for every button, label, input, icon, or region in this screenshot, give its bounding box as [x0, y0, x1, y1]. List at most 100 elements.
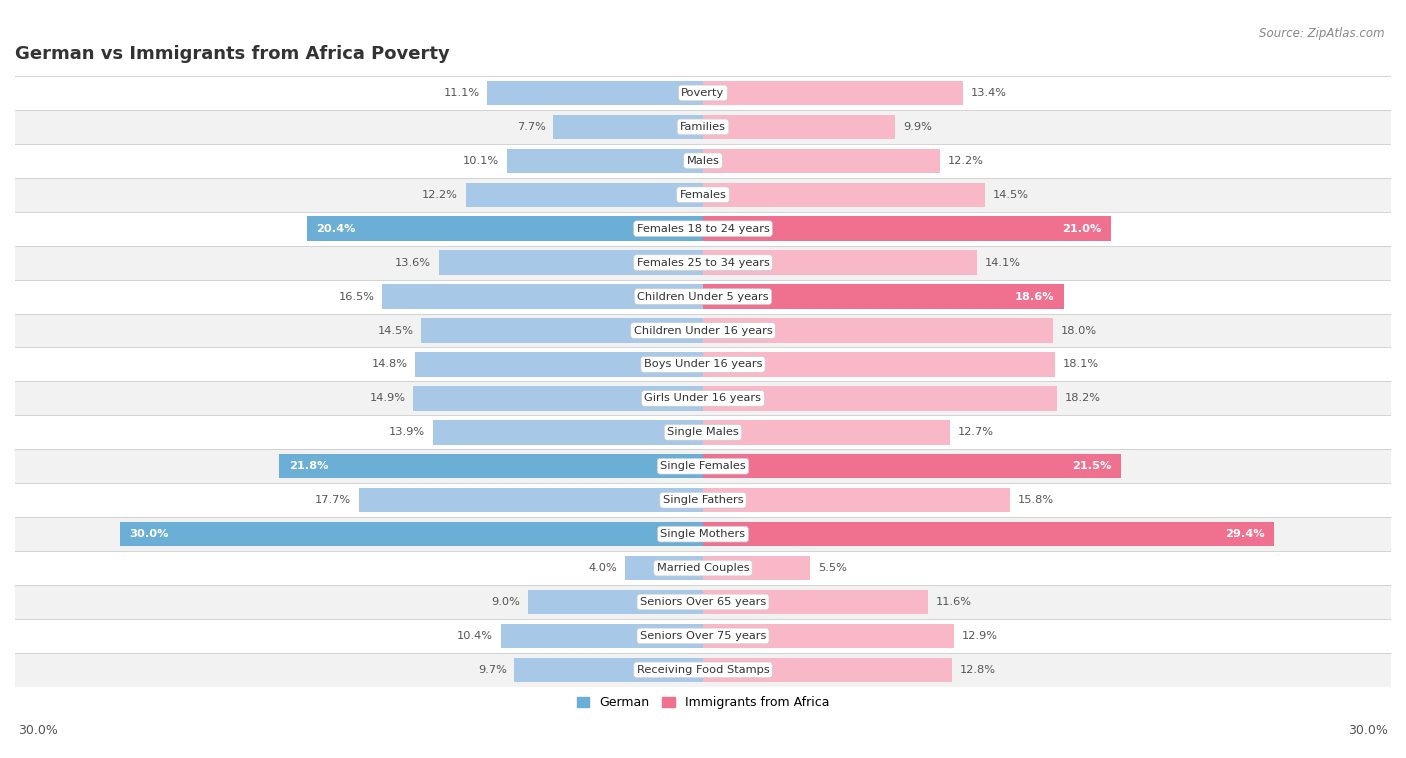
Bar	[703, 590, 928, 614]
Text: 21.5%: 21.5%	[1071, 462, 1111, 471]
Text: 14.9%: 14.9%	[370, 393, 406, 403]
Bar	[15, 653, 1391, 687]
Text: 18.2%: 18.2%	[1064, 393, 1101, 403]
Bar	[15, 144, 1391, 178]
Bar	[703, 522, 1274, 547]
Bar	[15, 449, 1391, 483]
Text: Females 18 to 24 years: Females 18 to 24 years	[637, 224, 769, 233]
Text: Boys Under 16 years: Boys Under 16 years	[644, 359, 762, 369]
Bar	[703, 488, 1010, 512]
Bar	[15, 246, 1391, 280]
Text: Males: Males	[686, 156, 720, 166]
Text: 18.1%: 18.1%	[1063, 359, 1098, 369]
Bar	[15, 347, 1391, 381]
Text: Seniors Over 65 years: Seniors Over 65 years	[640, 597, 766, 607]
Text: Females 25 to 34 years: Females 25 to 34 years	[637, 258, 769, 268]
Bar	[439, 250, 703, 275]
Bar	[703, 386, 1057, 411]
Bar	[359, 488, 703, 512]
Text: 13.9%: 13.9%	[389, 428, 425, 437]
Bar	[703, 352, 1054, 377]
Bar	[488, 81, 703, 105]
Bar	[422, 318, 703, 343]
Text: 30.0%: 30.0%	[1348, 724, 1388, 737]
Bar	[703, 658, 952, 682]
Text: Females: Females	[679, 190, 727, 200]
Bar	[465, 183, 703, 207]
Bar	[506, 149, 703, 173]
Bar	[703, 217, 1111, 241]
Bar	[120, 522, 703, 547]
Text: 9.0%: 9.0%	[492, 597, 520, 607]
Text: 18.6%: 18.6%	[1015, 292, 1054, 302]
Bar	[15, 110, 1391, 144]
Text: Receiving Food Stamps: Receiving Food Stamps	[637, 665, 769, 675]
Text: 10.4%: 10.4%	[457, 631, 494, 641]
Bar	[280, 454, 703, 478]
Text: 14.5%: 14.5%	[377, 325, 413, 336]
Bar	[515, 658, 703, 682]
Text: 7.7%: 7.7%	[516, 122, 546, 132]
Text: 9.7%: 9.7%	[478, 665, 506, 675]
Bar	[15, 314, 1391, 347]
Text: 9.9%: 9.9%	[903, 122, 932, 132]
Text: 11.1%: 11.1%	[443, 88, 479, 98]
Bar	[413, 386, 703, 411]
Text: Poverty: Poverty	[682, 88, 724, 98]
Text: 14.5%: 14.5%	[993, 190, 1029, 200]
Bar	[15, 483, 1391, 517]
Text: Girls Under 16 years: Girls Under 16 years	[644, 393, 762, 403]
Bar	[15, 585, 1391, 619]
Bar	[703, 183, 984, 207]
Text: 12.2%: 12.2%	[948, 156, 984, 166]
Text: 15.8%: 15.8%	[1018, 495, 1054, 505]
Text: 12.9%: 12.9%	[962, 631, 997, 641]
Text: Single Mothers: Single Mothers	[661, 529, 745, 539]
Text: 10.1%: 10.1%	[463, 156, 499, 166]
Text: 29.4%: 29.4%	[1225, 529, 1264, 539]
Text: Single Females: Single Females	[661, 462, 745, 471]
Bar	[15, 619, 1391, 653]
Text: 30.0%: 30.0%	[18, 724, 58, 737]
Text: Children Under 5 years: Children Under 5 years	[637, 292, 769, 302]
Text: German vs Immigrants from Africa Poverty: German vs Immigrants from Africa Poverty	[15, 45, 450, 64]
Text: 12.2%: 12.2%	[422, 190, 458, 200]
Bar	[703, 556, 810, 581]
Text: 30.0%: 30.0%	[129, 529, 169, 539]
Text: 16.5%: 16.5%	[339, 292, 374, 302]
Bar	[626, 556, 703, 581]
Bar	[382, 284, 703, 309]
Text: Seniors Over 75 years: Seniors Over 75 years	[640, 631, 766, 641]
Text: 12.8%: 12.8%	[959, 665, 995, 675]
Bar	[15, 211, 1391, 246]
Text: Children Under 16 years: Children Under 16 years	[634, 325, 772, 336]
Bar	[529, 590, 703, 614]
Bar	[703, 318, 1053, 343]
Bar	[501, 624, 703, 648]
Bar	[703, 81, 963, 105]
Bar	[703, 250, 977, 275]
Text: 21.8%: 21.8%	[290, 462, 329, 471]
Text: Single Males: Single Males	[666, 428, 740, 437]
Bar	[15, 415, 1391, 449]
Bar	[15, 178, 1391, 211]
Bar	[307, 217, 703, 241]
Legend: German, Immigrants from Africa: German, Immigrants from Africa	[572, 691, 834, 714]
Text: Source: ZipAtlas.com: Source: ZipAtlas.com	[1260, 27, 1385, 39]
Text: 14.8%: 14.8%	[371, 359, 408, 369]
Bar	[433, 420, 703, 444]
Text: 13.6%: 13.6%	[395, 258, 430, 268]
Text: 13.4%: 13.4%	[972, 88, 1007, 98]
Text: 21.0%: 21.0%	[1062, 224, 1101, 233]
Bar	[554, 114, 703, 139]
Bar	[703, 624, 953, 648]
Bar	[703, 149, 941, 173]
Bar	[15, 280, 1391, 314]
Text: 12.7%: 12.7%	[957, 428, 994, 437]
Text: Families: Families	[681, 122, 725, 132]
Text: 11.6%: 11.6%	[936, 597, 972, 607]
Text: 17.7%: 17.7%	[315, 495, 352, 505]
Text: Single Fathers: Single Fathers	[662, 495, 744, 505]
Text: 20.4%: 20.4%	[316, 224, 356, 233]
Text: 4.0%: 4.0%	[589, 563, 617, 573]
